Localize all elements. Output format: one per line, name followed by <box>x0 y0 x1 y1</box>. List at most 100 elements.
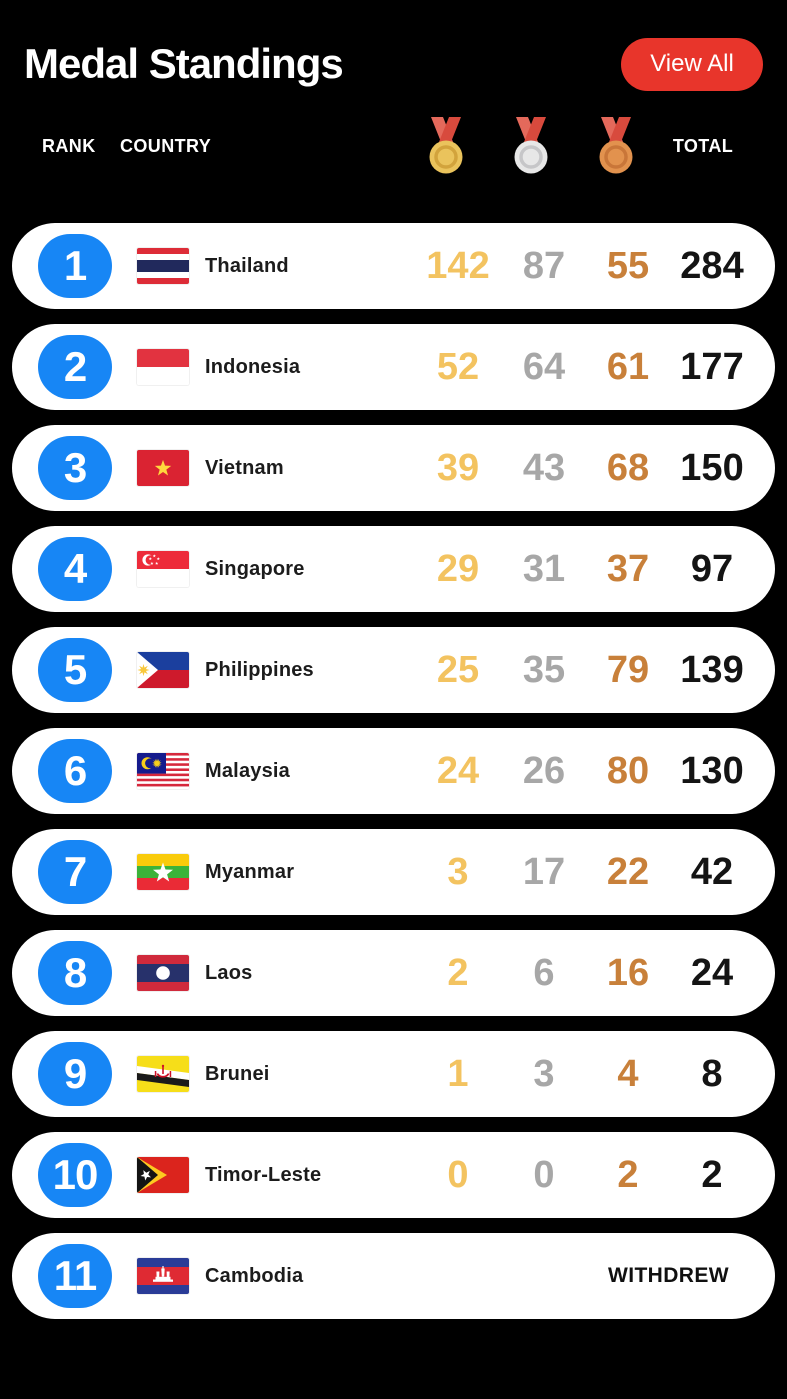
rank-number: 7 <box>63 848 87 895</box>
timor-leste-flag <box>137 1157 189 1193</box>
thailand-flag <box>137 248 189 284</box>
philippines-flag <box>137 652 189 688</box>
rank-number: 1 <box>63 242 87 289</box>
bronze-count: 16 <box>606 951 650 994</box>
gold-count: 29 <box>436 547 480 590</box>
gold-count: 2 <box>447 951 469 994</box>
country-name: Timor-Leste <box>205 1163 322 1186</box>
rank-badge: 8 <box>38 941 112 1005</box>
rank-badge: 6 <box>38 739 112 803</box>
country-name: Singapore <box>205 557 305 580</box>
rank-number: 9 <box>63 1050 87 1097</box>
silver-count: 6 <box>533 951 555 994</box>
silver-count: 87 <box>522 244 566 287</box>
table-row[interactable]: 7 Myanmar 3 17 22 42 <box>12 829 775 915</box>
silver-count: 31 <box>522 547 566 590</box>
silver-count: 0 <box>533 1153 555 1196</box>
table-row[interactable]: 3 Vietnam 39 43 68 150 <box>12 425 775 511</box>
table-row[interactable]: 11 Cambodia WITHDREW <box>12 1233 775 1319</box>
table-row[interactable]: 6 Malaysia 24 26 80 130 <box>12 728 775 814</box>
vietnam-flag <box>137 450 189 486</box>
table-row[interactable]: 4 Singapore 29 31 37 97 <box>12 526 775 612</box>
top-bar: Medal Standings View All <box>24 34 763 94</box>
indonesia-flag <box>137 349 189 385</box>
country-name: Indonesia <box>205 355 301 378</box>
table-row[interactable]: 5 Philippines 25 35 79 139 <box>12 627 775 713</box>
rank-badge: 10 <box>38 1143 112 1207</box>
silver-count: 35 <box>522 648 566 691</box>
rank-badge: 5 <box>38 638 112 702</box>
gold-count: 1 <box>447 1052 469 1095</box>
bronze-count: 61 <box>606 345 650 388</box>
bronze-count: 55 <box>606 244 650 287</box>
rank-number: 8 <box>63 949 87 996</box>
country-name: Brunei <box>205 1062 270 1085</box>
gold-count: 142 <box>426 244 490 287</box>
malaysia-flag <box>137 753 189 789</box>
cambodia-flag <box>137 1258 189 1294</box>
total-count: 2 <box>701 1153 723 1196</box>
bronze-count: 80 <box>606 749 650 792</box>
gold-count: 39 <box>436 446 480 489</box>
view-all-button[interactable]: View All <box>621 37 763 91</box>
table-row[interactable]: 8 Laos 2 6 16 24 <box>12 930 775 1016</box>
silver-count: 17 <box>522 850 566 893</box>
gold-count: 3 <box>447 850 469 893</box>
country-name: Laos <box>205 961 253 984</box>
total-count: 42 <box>690 850 734 893</box>
rank-badge: 9 <box>38 1042 112 1106</box>
silver-count: 3 <box>533 1052 555 1095</box>
rank-number: 6 <box>63 747 87 794</box>
country-name: Thailand <box>205 254 289 277</box>
country-name: Cambodia <box>205 1264 304 1287</box>
total-column-header: TOTAL <box>672 135 734 156</box>
table-row[interactable]: 1 Thailand 142 87 55 284 <box>12 223 775 309</box>
total-count: 139 <box>680 648 744 691</box>
silver-count: 64 <box>522 345 566 388</box>
rank-badge: 7 <box>38 840 112 904</box>
total-count: 130 <box>680 749 744 792</box>
rank-column-header: RANK <box>42 135 96 156</box>
bronze-count: 2 <box>617 1153 639 1196</box>
silver-medal-icon <box>509 117 553 175</box>
bronze-count: 4 <box>617 1052 639 1095</box>
rank-badge: 3 <box>38 436 112 500</box>
total-count: 177 <box>680 345 744 388</box>
rank-number: 10 <box>52 1151 99 1198</box>
country-name: Malaysia <box>205 759 290 782</box>
rank-number: 4 <box>63 545 87 592</box>
rank-badge: 1 <box>38 234 112 298</box>
singapore-flag <box>137 551 189 587</box>
country-name: Vietnam <box>205 456 284 479</box>
laos-flag <box>137 955 189 991</box>
status-text: WITHDREW <box>607 1264 729 1287</box>
country-name: Philippines <box>205 658 314 681</box>
gold-count: 52 <box>436 345 480 388</box>
rank-badge: 11 <box>38 1244 112 1308</box>
gold-count: 0 <box>447 1153 469 1196</box>
bronze-count: 22 <box>606 850 650 893</box>
total-count: 8 <box>701 1052 723 1095</box>
rank-badge: 4 <box>38 537 112 601</box>
country-column-header: COUNTRY <box>120 135 212 156</box>
bronze-count: 68 <box>606 446 650 489</box>
silver-count: 43 <box>522 446 566 489</box>
bronze-count: 37 <box>606 547 650 590</box>
gold-medal-icon <box>424 117 468 175</box>
table-row[interactable]: 10 Timor-Leste 0 0 2 2 <box>12 1132 775 1218</box>
table-row[interactable]: 9 Brunei 1 3 4 8 <box>12 1031 775 1117</box>
country-name: Myanmar <box>205 860 295 883</box>
total-count: 24 <box>690 951 734 994</box>
page-title: Medal Standings <box>24 40 344 87</box>
bronze-medal-icon <box>594 117 638 175</box>
rank-number: 5 <box>63 646 87 693</box>
table-header: RANK COUNTRY TOTAL <box>0 110 787 182</box>
gold-count: 24 <box>436 749 480 792</box>
myanmar-flag <box>137 854 189 890</box>
rank-badge: 2 <box>38 335 112 399</box>
bronze-count: 79 <box>606 648 650 691</box>
total-count: 97 <box>690 547 734 590</box>
silver-count: 26 <box>522 749 566 792</box>
table-row[interactable]: 2 Indonesia 52 64 61 177 <box>12 324 775 410</box>
